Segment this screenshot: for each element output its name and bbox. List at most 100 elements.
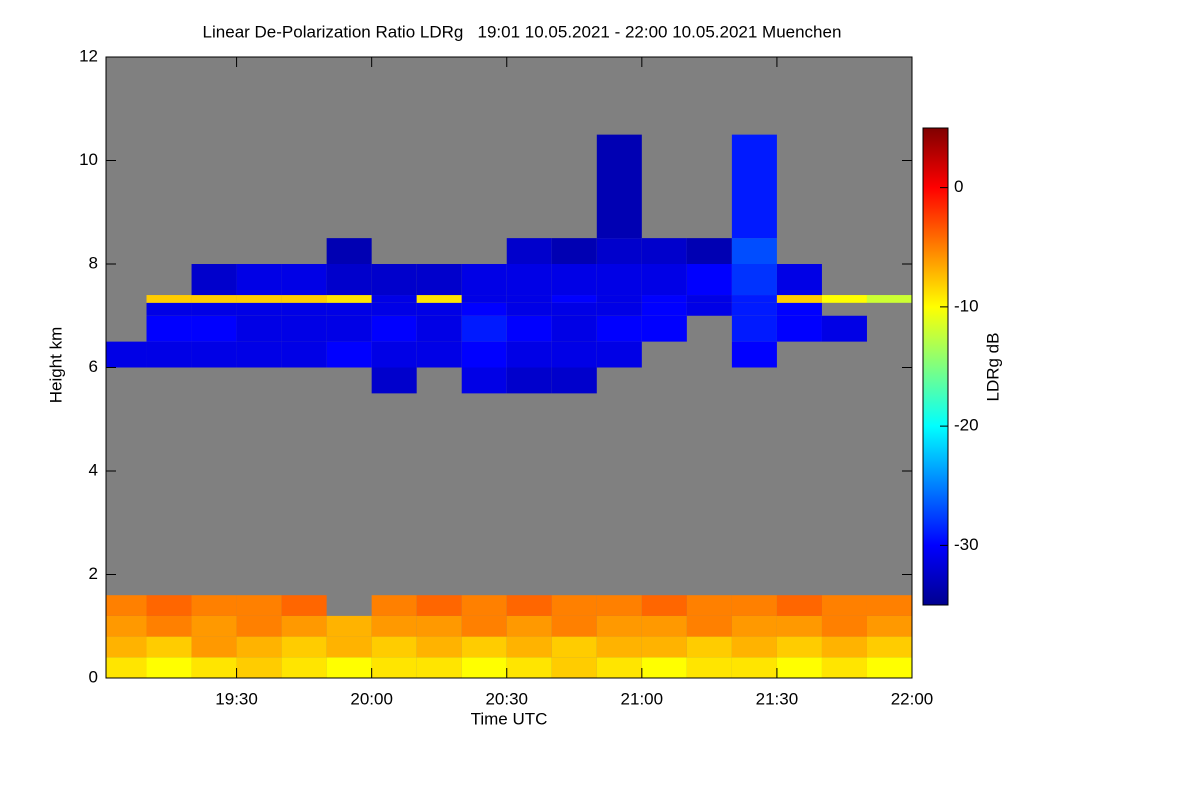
heatmap-cell: [371, 636, 417, 658]
heatmap-cell: [146, 595, 192, 616]
heatmap-cell: [686, 636, 732, 658]
y-tick-label: 4: [89, 460, 98, 479]
x-tick-label: 22:00: [891, 689, 934, 708]
heatmap-cell: [106, 657, 147, 678]
heatmap-cell: [551, 636, 597, 658]
heatmap-cell: [461, 295, 507, 303]
heatmap-cell: [416, 615, 462, 637]
heatmap-cell: [506, 341, 552, 368]
y-tick-label: 10: [79, 150, 98, 169]
heatmap-cell: [551, 295, 597, 303]
colorbar: [922, 127, 949, 606]
heatmap-cell: [416, 315, 462, 342]
heatmap-cell: [371, 295, 417, 303]
heatmap-cell: [821, 636, 867, 658]
chart-title: Linear De-Polarization Ratio LDRg 19:01 …: [203, 22, 842, 41]
heatmap-cell: [506, 315, 552, 342]
heatmap-cell: [551, 615, 597, 637]
colorbar-tick-label: -10: [954, 296, 979, 315]
heatmap-cell: [686, 295, 732, 303]
heatmap-cell: [731, 134, 777, 239]
heatmap-cell: [461, 367, 507, 394]
heatmap-cell: [146, 657, 192, 678]
heatmap-cell: [686, 238, 732, 264]
heatmap-cell: [281, 341, 327, 368]
heatmap-cell: [506, 595, 552, 616]
colorbar-tick-label: 0: [954, 177, 963, 196]
heatmap-cell: [326, 295, 372, 303]
heatmap-cell: [641, 238, 687, 264]
heatmap-cell: [551, 595, 597, 616]
heatmap-cell: [146, 341, 192, 368]
heatmap-cell: [866, 636, 912, 658]
heatmap-cell: [281, 657, 327, 678]
heatmap-cell: [731, 341, 777, 368]
heatmap-cell: [596, 238, 642, 264]
heatmap-cell: [281, 264, 327, 296]
heatmap-cell: [506, 302, 552, 316]
heatmap-cell: [821, 595, 867, 616]
heatmap-cell: [416, 302, 462, 316]
colorbar-tick-label: -30: [954, 535, 979, 554]
heatmap-cell: [776, 264, 822, 296]
heatmap-cell: [461, 341, 507, 368]
heatmap-cell: [551, 315, 597, 342]
heatmap-cell: [506, 367, 552, 394]
heatmap-cell: [461, 615, 507, 637]
y-tick-label: 2: [89, 564, 98, 583]
heatmap-cell: [641, 302, 687, 316]
heatmap-cell: [236, 595, 282, 616]
heatmap-cell: [461, 302, 507, 316]
heatmap-cell: [731, 636, 777, 658]
x-tick-label: 20:00: [350, 689, 393, 708]
heatmap-cell: [326, 302, 372, 316]
heatmap-cell: [461, 636, 507, 658]
heatmap-cell: [776, 315, 822, 342]
heatmap-cell: [731, 295, 777, 303]
heatmap-cell: [281, 295, 327, 303]
heatmap-cell: [596, 264, 642, 296]
heatmap-cell: [281, 615, 327, 637]
heatmap-cell: [641, 595, 687, 616]
heatmap-cell: [776, 636, 822, 658]
y-axis-label: Height km: [46, 327, 65, 404]
heatmap-cell: [236, 302, 282, 316]
heatmap-cell: [596, 615, 642, 637]
heatmap-cell: [641, 615, 687, 637]
heatmap-cell: [236, 636, 282, 658]
heatmap-cell: [106, 341, 147, 368]
heatmap-cell: [106, 636, 147, 658]
heatmap-cell: [416, 657, 462, 678]
heatmap-cell: [146, 295, 192, 303]
heatmap-cell: [686, 302, 732, 316]
heatmap-cell: [326, 657, 372, 678]
heatmap-cell: [461, 657, 507, 678]
heatmap-cell: [281, 302, 327, 316]
heatmap-cell: [461, 264, 507, 296]
x-axis-label: Time UTC: [471, 709, 548, 728]
heatmap: [106, 134, 912, 678]
heatmap-cell: [146, 636, 192, 658]
heatmap-cell: [596, 636, 642, 658]
heatmap-cell: [686, 615, 732, 637]
heatmap-cell: [326, 341, 372, 368]
heatmap-cell: [106, 615, 147, 637]
heatmap-cell: [686, 264, 732, 296]
heatmap-cell: [236, 264, 282, 296]
heatmap-cell: [596, 295, 642, 303]
heatmap-cell: [596, 341, 642, 368]
heatmap-cell: [326, 264, 372, 296]
y-tick-label: 12: [79, 46, 98, 65]
heatmap-cell: [191, 636, 237, 658]
heatmap-cell: [506, 264, 552, 296]
heatmap-cell: [641, 636, 687, 658]
heatmap-cell: [596, 595, 642, 616]
heatmap-cell: [731, 595, 777, 616]
heatmap-cell: [191, 657, 237, 678]
heatmap-cell: [326, 615, 372, 637]
heatmap-cell: [191, 264, 237, 296]
heatmap-cell: [281, 595, 327, 616]
heatmap-cell: [461, 315, 507, 342]
heatmap-cell: [641, 264, 687, 296]
